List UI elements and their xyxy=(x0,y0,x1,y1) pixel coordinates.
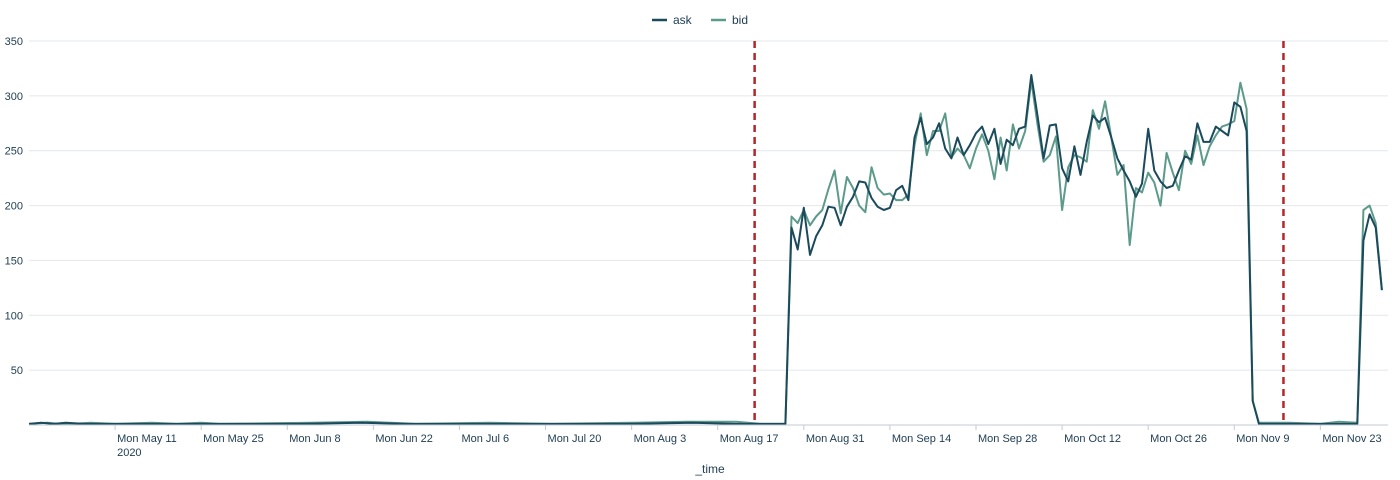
y-tick-label: 50 xyxy=(11,365,23,377)
x-tick-label: Mon Jul 6 xyxy=(461,433,509,445)
series-line-bid[interactable] xyxy=(28,79,1383,425)
legend-label: bid xyxy=(732,13,748,27)
x-tick-label: Mon Aug 31 xyxy=(806,433,865,445)
x-tick-label: Mon Oct 26 xyxy=(1150,433,1207,445)
legend-item-bid[interactable]: bid xyxy=(711,13,748,27)
x-tick-label: Mon Nov 9 xyxy=(1236,433,1289,445)
x-tick-label: Mon Oct 12 xyxy=(1064,433,1121,445)
annotation-layer xyxy=(753,41,1285,425)
series-line-ask[interactable] xyxy=(28,74,1383,425)
x-tick-label: Mon May 25 xyxy=(203,433,264,445)
x-tick-label: Mon Jun 22 xyxy=(375,433,432,445)
x-tick-label: Mon Nov 23 xyxy=(1322,433,1381,445)
y-tick-label: 300 xyxy=(5,91,23,103)
legend-label: ask xyxy=(673,13,693,27)
y-tick-label: 250 xyxy=(5,146,23,158)
x-tick-label: Mon Aug 17 xyxy=(720,433,779,445)
x-tick-sublabel: 2020 xyxy=(117,447,141,459)
y-tick-label: 350 xyxy=(5,36,23,48)
y-tick-label: 200 xyxy=(5,201,23,213)
y-tick-label: 100 xyxy=(5,310,23,322)
x-tick-label: Mon Sep 14 xyxy=(892,433,951,445)
grid-layer xyxy=(29,40,1388,371)
x-tick-label: Mon Jun 8 xyxy=(289,433,340,445)
x-tick-label: Mon Jul 20 xyxy=(548,433,602,445)
x-tick-label: Mon May 11 xyxy=(117,433,177,445)
legend-item-ask[interactable]: ask xyxy=(652,13,693,27)
y-tick-label: 150 xyxy=(5,255,23,267)
series-layer xyxy=(28,74,1383,425)
axis-layer: 50 100 150 200 250 300 350 Mon May 11 2020 Mon Ma… xyxy=(5,36,1388,459)
x-axis-title: _time xyxy=(694,462,725,476)
x-tick-label: Mon Sep 28 xyxy=(978,433,1037,445)
x-tick-label: Mon Aug 3 xyxy=(634,433,687,445)
legend[interactable]: ask bid xyxy=(652,13,748,27)
